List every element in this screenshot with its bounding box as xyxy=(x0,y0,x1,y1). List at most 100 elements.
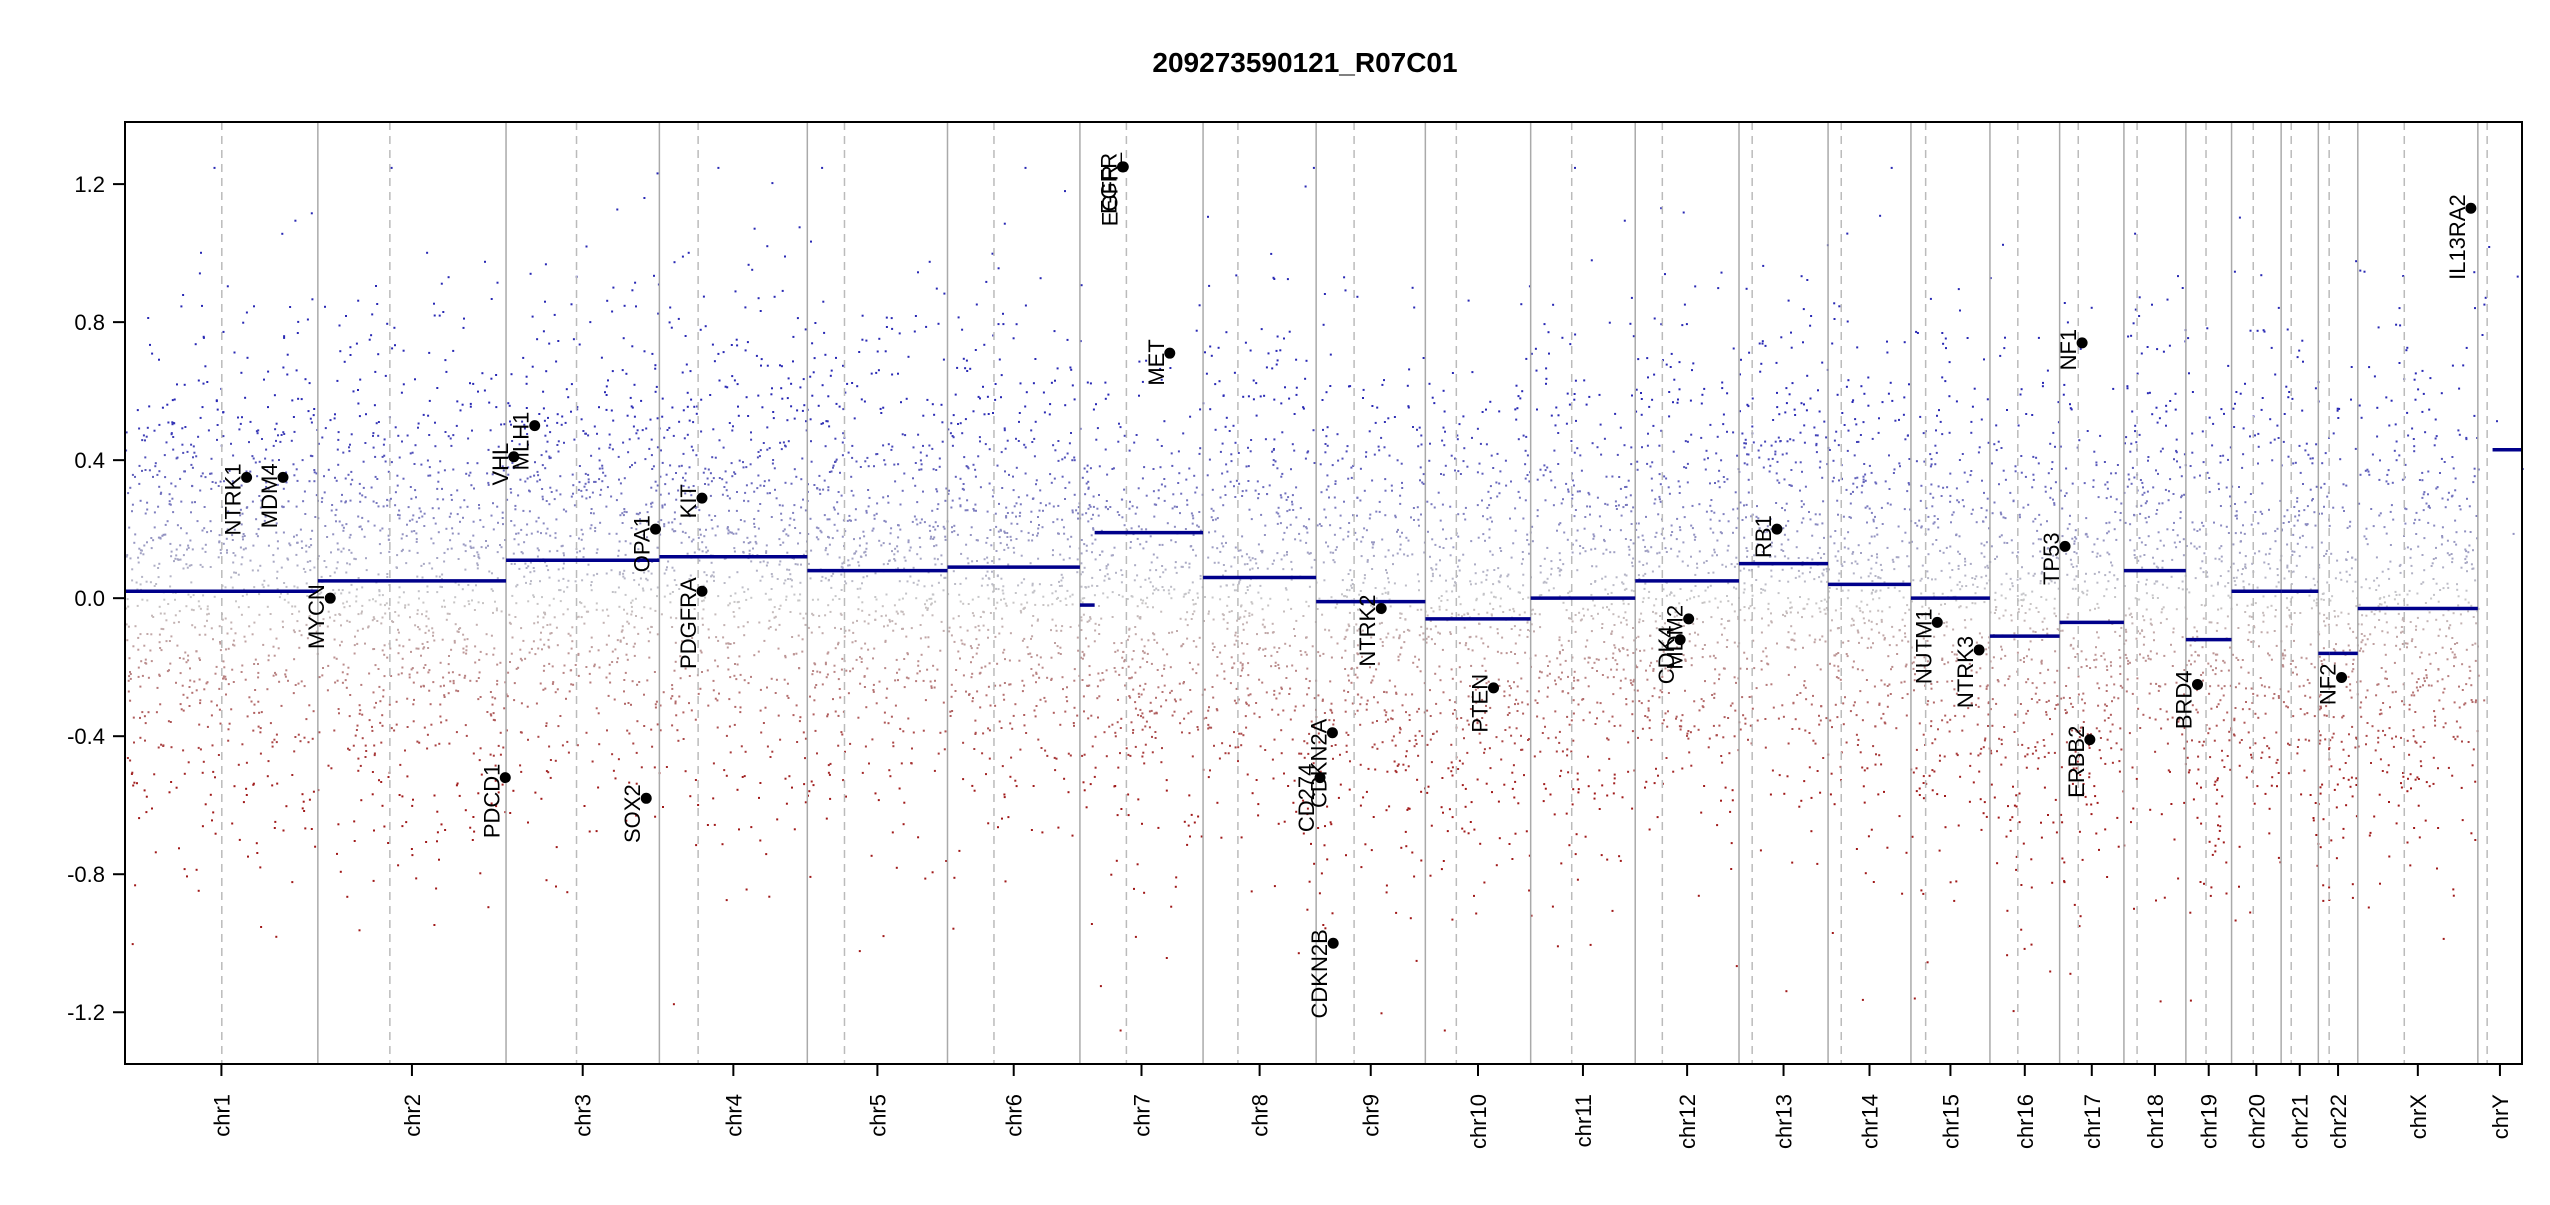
probe-point xyxy=(951,499,954,502)
probe-point xyxy=(882,444,885,447)
probe-point xyxy=(692,485,695,487)
probe-point xyxy=(747,682,750,685)
probe-point xyxy=(356,629,359,632)
probe-point xyxy=(158,605,161,608)
probe-point xyxy=(582,430,585,432)
probe-point xyxy=(922,414,925,417)
probe-point xyxy=(587,478,590,481)
probe-point xyxy=(784,481,787,484)
probe-point xyxy=(1051,592,1054,595)
probe-point xyxy=(701,600,704,603)
probe-point xyxy=(1220,662,1223,665)
probe-point xyxy=(1076,636,1079,639)
probe-point xyxy=(695,454,698,457)
probe-point xyxy=(709,394,712,396)
probe-point xyxy=(1052,444,1055,447)
probe-point xyxy=(128,675,131,678)
probe-point xyxy=(590,454,593,457)
probe-point xyxy=(399,763,402,766)
probe-point xyxy=(987,822,990,825)
probe-point xyxy=(206,725,209,728)
probe-point xyxy=(953,524,956,527)
probe-point xyxy=(141,711,144,714)
probe-point xyxy=(745,598,748,601)
probe-point xyxy=(1286,526,1288,529)
probe-point xyxy=(830,369,833,372)
probe-point xyxy=(1144,743,1147,746)
probe-point xyxy=(465,649,468,652)
probe-point xyxy=(1257,497,1260,500)
probe-point xyxy=(1059,723,1062,726)
probe-point xyxy=(942,358,945,361)
probe-point xyxy=(146,426,149,429)
probe-point xyxy=(1241,667,1244,670)
probe-point xyxy=(179,703,182,706)
probe-point xyxy=(834,460,837,463)
probe-point xyxy=(160,743,163,746)
probe-point xyxy=(357,402,360,405)
probe-point xyxy=(1129,541,1132,543)
probe-point xyxy=(909,575,912,578)
probe-point xyxy=(336,852,338,855)
probe-point xyxy=(738,459,741,462)
probe-point xyxy=(860,647,863,650)
probe-point xyxy=(347,473,350,476)
probe-point xyxy=(205,682,208,685)
probe-point xyxy=(772,459,775,461)
probe-point xyxy=(206,381,209,383)
probe-point xyxy=(712,571,715,574)
probe-point xyxy=(1148,726,1151,729)
probe-point xyxy=(371,725,373,728)
probe-point xyxy=(478,671,481,674)
probe-point xyxy=(578,537,580,540)
probe-point xyxy=(1179,617,1182,620)
probe-point xyxy=(1115,571,1117,574)
probe-point xyxy=(199,489,202,492)
probe-point xyxy=(897,463,900,466)
probe-point xyxy=(786,551,789,554)
probe-point xyxy=(1271,367,1274,370)
probe-point xyxy=(327,664,330,667)
probe-point xyxy=(648,656,651,659)
probe-point xyxy=(320,591,323,594)
probe-point xyxy=(850,489,853,492)
probe-point xyxy=(250,700,253,703)
probe-point xyxy=(503,423,506,426)
probe-point xyxy=(487,481,490,484)
probe-point xyxy=(187,593,190,596)
probe-point xyxy=(962,483,965,485)
probe-point xyxy=(540,532,542,535)
probe-point xyxy=(1255,562,1258,565)
probe-point xyxy=(1232,583,1235,586)
probe-point xyxy=(289,306,292,308)
probe-point xyxy=(1071,593,1074,596)
probe-point xyxy=(334,681,337,684)
probe-point xyxy=(673,579,676,582)
probe-point xyxy=(1155,587,1158,590)
probe-point xyxy=(669,592,672,595)
probe-point xyxy=(432,634,434,637)
probe-point xyxy=(663,572,666,575)
probe-point xyxy=(276,570,279,573)
probe-point xyxy=(163,612,166,615)
probe-point xyxy=(802,378,805,381)
probe-point xyxy=(642,589,645,592)
probe-point xyxy=(1066,338,1069,341)
probe-point xyxy=(1080,552,1083,555)
probe-point xyxy=(837,491,840,493)
probe-point xyxy=(644,568,646,571)
probe-point xyxy=(258,613,261,616)
probe-point xyxy=(926,607,929,610)
probe-point xyxy=(631,599,634,602)
probe-point xyxy=(323,560,326,562)
probe-point xyxy=(255,518,258,521)
probe-point xyxy=(189,539,192,542)
probe-point xyxy=(441,586,443,588)
probe-point xyxy=(293,750,296,753)
probe-point xyxy=(372,500,375,503)
probe-point xyxy=(811,673,814,676)
probe-point xyxy=(663,436,666,439)
probe-point xyxy=(468,603,471,606)
probe-point xyxy=(429,474,432,477)
probe-point xyxy=(861,609,864,612)
